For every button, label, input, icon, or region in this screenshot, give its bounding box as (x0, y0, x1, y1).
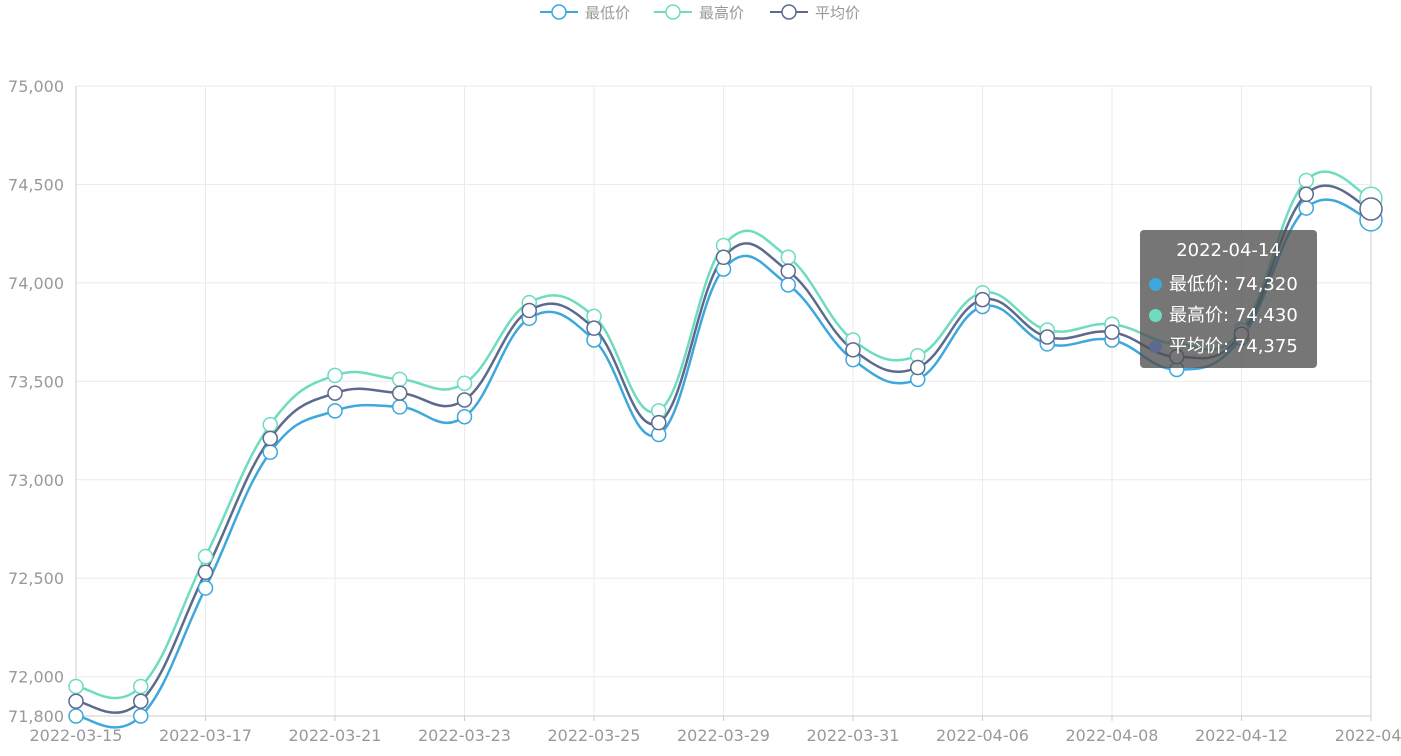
y-tick-label: 75,000 (8, 77, 64, 96)
tooltip-text-high: 最高价: 74,430 (1169, 305, 1298, 326)
data-point (586, 320, 602, 336)
tooltip-dot-avg (1149, 340, 1162, 353)
data-point (1104, 324, 1120, 340)
data-point (974, 291, 991, 308)
legend-marker-2 (781, 4, 797, 20)
data-point (845, 342, 861, 358)
data-point (68, 693, 84, 709)
x-tick-label: 2022-03-15 (30, 726, 123, 745)
tooltip-date: 2022-04-14 (1176, 240, 1281, 261)
data-point (1298, 200, 1314, 216)
data-point (715, 249, 732, 266)
x-tick-label: 2022-04-12 (1195, 726, 1288, 745)
data-point (780, 249, 796, 266)
data-point (392, 385, 408, 401)
data-point (1298, 172, 1314, 189)
legend-marker-1 (665, 4, 681, 20)
x-tick-label: 2022-03-23 (418, 726, 511, 745)
x-tick-label: 2022-04-06 (936, 726, 1029, 745)
data-point (1298, 186, 1314, 203)
data-point (651, 414, 667, 431)
data-point (780, 263, 796, 279)
data-point (68, 678, 84, 695)
data-point (1039, 329, 1055, 345)
y-tick-label: 71,800 (8, 707, 64, 726)
data-point (133, 693, 149, 709)
y-tick-label: 72,500 (8, 569, 64, 588)
x-tick-label: 2022-04- (1335, 726, 1401, 745)
legend-label-1: 最高价 (699, 4, 744, 22)
chart-tooltip: 2022-04-14 最低价: 74,320 最高价: 74,430 平均价: … (1140, 230, 1317, 368)
y-tick-label: 74,000 (8, 274, 64, 293)
data-point (68, 708, 84, 724)
data-point (456, 409, 473, 425)
data-point (262, 416, 278, 433)
x-tick-label: 2022-03-31 (807, 726, 900, 745)
data-point (521, 302, 537, 319)
tooltip-text-low: 最低价: 74,320 (1169, 274, 1298, 295)
data-point (392, 371, 408, 388)
x-tick-label: 2022-03-17 (159, 726, 252, 745)
data-point (133, 708, 149, 724)
data-point (456, 375, 473, 392)
data-point (262, 430, 278, 447)
data-point (262, 444, 278, 460)
data-point (327, 385, 343, 401)
tooltip-row-low: 最低价: 74,320 (1149, 269, 1317, 300)
y-tick-label: 74,500 (8, 175, 64, 194)
y-tick-label: 72,000 (8, 668, 64, 687)
data-point (327, 367, 343, 384)
data-point (456, 392, 473, 408)
data-point (910, 359, 926, 376)
data-point (197, 564, 214, 581)
tooltip-row-avg: 平均价: 74,375 (1149, 331, 1317, 362)
legend-label-0: 最低价 (585, 4, 630, 22)
x-tick-label: 2022-03-25 (548, 726, 641, 745)
tooltip-dot-high (1149, 309, 1162, 322)
tooltip-text-avg: 平均价: 74,375 (1169, 336, 1298, 357)
data-point (1359, 197, 1383, 221)
x-tick-label: 2022-04-08 (1066, 726, 1159, 745)
y-tick-label: 73,500 (8, 372, 64, 391)
data-point (197, 548, 214, 565)
y-tick-label: 73,000 (8, 471, 64, 490)
data-point (197, 580, 214, 596)
data-point (780, 277, 796, 293)
legend-label-2: 平均价 (815, 4, 860, 22)
data-point (133, 678, 149, 695)
tooltip-row-high: 最高价: 74,430 (1149, 300, 1317, 331)
x-tick-label: 2022-03-21 (289, 726, 382, 745)
legend-marker-0 (551, 4, 567, 20)
tooltip-dot-low (1149, 278, 1162, 291)
data-point (327, 403, 343, 419)
data-point (392, 399, 408, 415)
x-tick-label: 2022-03-29 (677, 726, 770, 745)
